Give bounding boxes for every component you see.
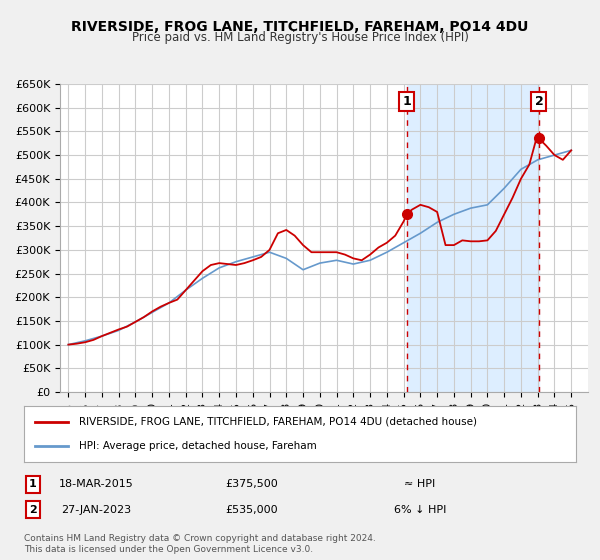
Text: 6% ↓ HPI: 6% ↓ HPI xyxy=(394,505,446,515)
Text: Contains HM Land Registry data © Crown copyright and database right 2024.: Contains HM Land Registry data © Crown c… xyxy=(24,534,376,543)
Text: 2: 2 xyxy=(535,95,543,108)
Text: ≈ HPI: ≈ HPI xyxy=(404,479,436,489)
Text: RIVERSIDE, FROG LANE, TITCHFIELD, FAREHAM, PO14 4DU: RIVERSIDE, FROG LANE, TITCHFIELD, FAREHA… xyxy=(71,20,529,34)
Text: £375,500: £375,500 xyxy=(226,479,278,489)
Text: Price paid vs. HM Land Registry's House Price Index (HPI): Price paid vs. HM Land Registry's House … xyxy=(131,31,469,44)
Text: 18-MAR-2015: 18-MAR-2015 xyxy=(59,479,133,489)
Text: HPI: Average price, detached house, Fareham: HPI: Average price, detached house, Fare… xyxy=(79,441,317,451)
Text: RIVERSIDE, FROG LANE, TITCHFIELD, FAREHAM, PO14 4DU (detached house): RIVERSIDE, FROG LANE, TITCHFIELD, FAREHA… xyxy=(79,417,477,427)
Text: 1: 1 xyxy=(29,479,37,489)
Text: 27-JAN-2023: 27-JAN-2023 xyxy=(61,505,131,515)
Text: 1: 1 xyxy=(403,95,412,108)
Bar xyxy=(407,84,539,392)
Text: £535,000: £535,000 xyxy=(226,505,278,515)
Text: 2: 2 xyxy=(29,505,37,515)
Text: This data is licensed under the Open Government Licence v3.0.: This data is licensed under the Open Gov… xyxy=(24,545,313,554)
